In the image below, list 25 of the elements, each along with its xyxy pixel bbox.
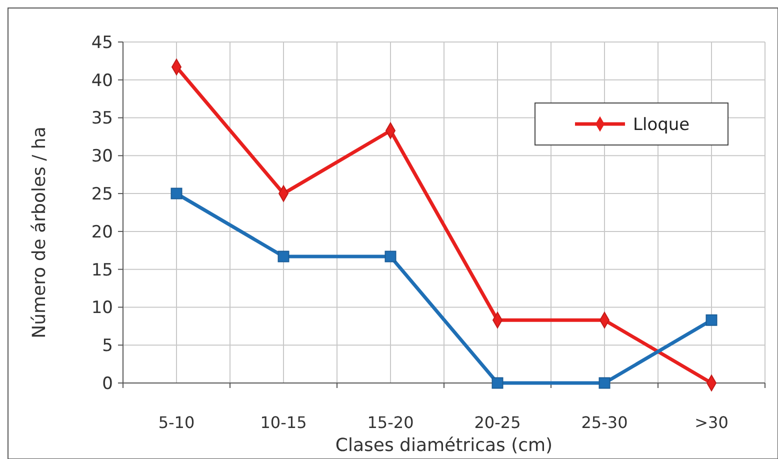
y-axis-title: Número de árboles / ha (29, 126, 50, 338)
point (278, 250, 290, 262)
point (492, 377, 504, 389)
point (170, 188, 182, 200)
x-tick-label: 15-20 (367, 413, 414, 432)
y-tick-label: 30 (91, 146, 113, 167)
y-tick-label: 5 (102, 336, 113, 356)
point (706, 314, 718, 326)
x-tick-label: 25-30 (581, 413, 628, 432)
x-tick-label: 20-25 (474, 413, 521, 432)
y-tick-label: 25 (91, 184, 113, 205)
point (384, 250, 396, 262)
x-tick-label: 5-10 (158, 413, 195, 432)
x-axis-title: Clases diamétricas (cm) (335, 435, 553, 456)
y-tick-label: 0 (102, 374, 113, 394)
y-tick-label: 45 (91, 32, 113, 53)
y-tick-label: 40 (91, 70, 113, 91)
x-tick-label: 10-15 (260, 413, 307, 432)
y-tick-label: 15 (91, 260, 113, 280)
y-tick-label: 35 (91, 108, 113, 129)
y-tick-label: 10 (91, 298, 113, 318)
x-tick-label: >30 (694, 413, 728, 432)
point (598, 377, 610, 389)
y-tick-label: 20 (91, 222, 113, 242)
legend-label: Lloque (633, 114, 690, 135)
